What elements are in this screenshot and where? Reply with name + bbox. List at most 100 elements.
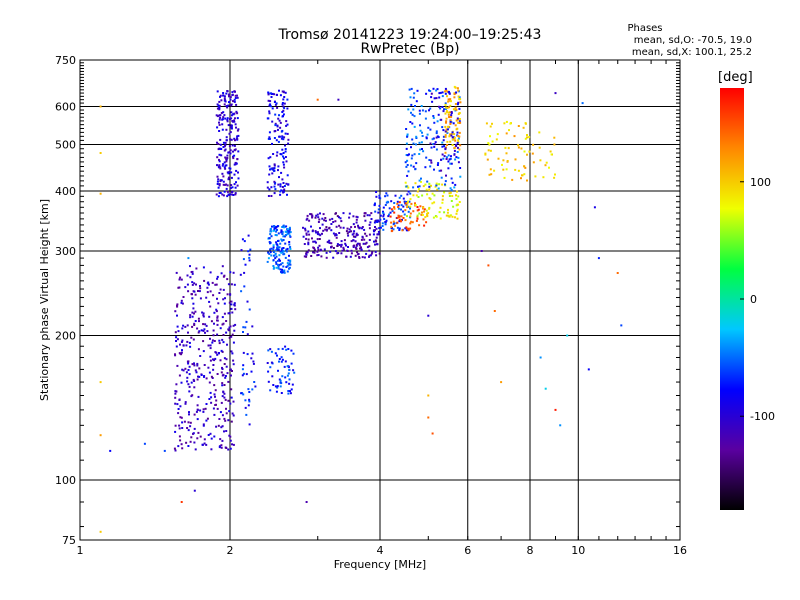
data-point (363, 228, 366, 231)
data-point (273, 167, 276, 170)
data-point (221, 323, 224, 326)
data-point (222, 194, 225, 197)
data-point (350, 249, 353, 252)
data-point (218, 342, 221, 345)
data-point (348, 212, 351, 215)
data-point (538, 146, 541, 149)
data-point (406, 193, 409, 196)
data-point (392, 220, 395, 223)
data-point (442, 129, 445, 132)
data-point (218, 183, 221, 186)
data-point (230, 124, 233, 127)
data-point (200, 329, 203, 332)
data-point (222, 163, 225, 166)
data-point (429, 90, 432, 92)
data-point (354, 254, 357, 257)
data-point (227, 151, 230, 154)
data-point (283, 188, 286, 191)
data-point (230, 138, 233, 141)
data-point (219, 94, 222, 97)
data-point (282, 161, 285, 164)
data-point (269, 251, 272, 254)
data-point (232, 363, 235, 366)
data-point (418, 224, 421, 227)
data-point (445, 121, 447, 124)
data-point (269, 92, 272, 95)
data-point (285, 381, 288, 384)
data-point (321, 232, 323, 235)
data-point (553, 176, 556, 179)
data-point (217, 178, 220, 181)
data-point (236, 158, 239, 161)
data-point (432, 216, 435, 219)
data-point (273, 227, 276, 230)
data-point (198, 375, 201, 378)
data-point (236, 135, 239, 138)
data-point (186, 427, 189, 429)
data-point (417, 185, 419, 188)
data-point (348, 230, 351, 233)
data-point (305, 255, 308, 258)
data-point (280, 270, 282, 273)
data-point (213, 384, 216, 387)
data-point (216, 180, 219, 183)
data-point (352, 215, 355, 218)
data-point (453, 85, 456, 88)
data-point (284, 132, 287, 135)
data-point (539, 356, 542, 359)
data-point (447, 160, 450, 163)
data-point (412, 165, 415, 168)
data-point (186, 324, 189, 327)
data-point (268, 136, 271, 139)
data-point (444, 183, 446, 186)
data-point (230, 176, 233, 179)
data-point (221, 382, 224, 385)
data-point (190, 293, 193, 296)
data-point (266, 362, 269, 364)
data-point (288, 226, 291, 229)
data-point (221, 439, 224, 442)
data-point (447, 98, 450, 101)
data-point (376, 219, 379, 222)
data-point (283, 102, 286, 105)
data-point (445, 117, 448, 120)
data-point (354, 225, 356, 228)
data-point (268, 173, 271, 176)
data-point (539, 159, 542, 162)
data-point (502, 168, 505, 171)
data-point (232, 414, 235, 417)
data-point (393, 222, 396, 225)
data-point (323, 248, 326, 251)
data-point (229, 118, 231, 120)
data-point (266, 117, 269, 120)
data-point (489, 125, 492, 128)
data-point (184, 367, 187, 370)
data-point (234, 139, 236, 142)
data-point (332, 247, 335, 249)
data-point (451, 195, 454, 197)
data-point (353, 244, 356, 247)
data-point (199, 285, 201, 287)
data-point (325, 256, 328, 259)
data-point (278, 114, 280, 117)
data-point (443, 211, 446, 214)
data-point (268, 131, 271, 134)
data-point (377, 233, 380, 236)
data-point (195, 410, 198, 413)
data-point (276, 151, 279, 154)
data-point (175, 390, 178, 393)
data-point (281, 271, 284, 274)
data-point (213, 393, 216, 396)
stats-x-mode: mean, sd,X: 100.1, 25.2 (631, 47, 752, 58)
data-point (450, 133, 453, 135)
data-point (455, 145, 458, 147)
data-point (458, 135, 461, 138)
data-point (373, 240, 375, 243)
data-point (285, 182, 288, 185)
data-point (340, 243, 343, 246)
data-point (355, 221, 358, 224)
data-point (409, 215, 412, 218)
data-point (229, 149, 232, 152)
data-point (409, 121, 412, 123)
data-point (424, 183, 427, 186)
